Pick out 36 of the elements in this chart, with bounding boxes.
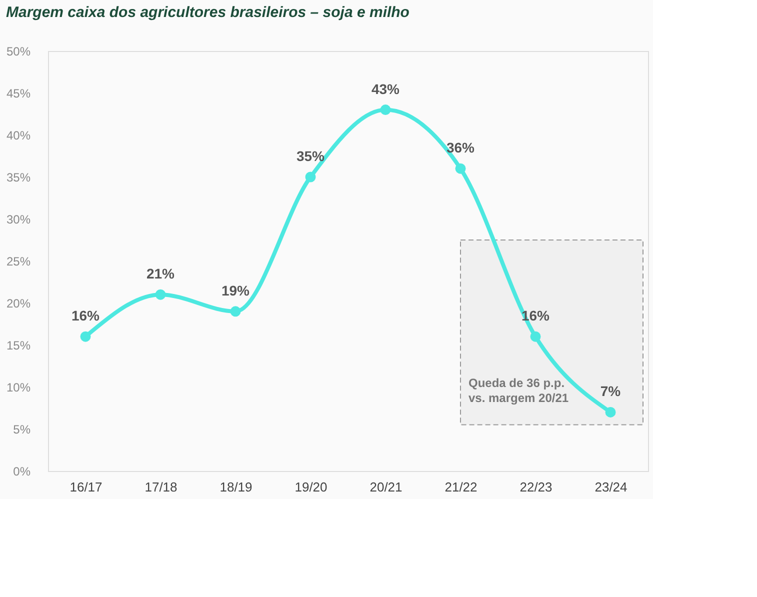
point <box>530 331 541 342</box>
text: 43% <box>371 80 400 97</box>
text: 35% <box>296 148 325 164</box>
text: 16% <box>71 308 100 324</box>
point <box>455 163 466 174</box>
x-tick-label: 19/20 <box>294 480 328 494</box>
x-tick-label: 20/21 <box>370 480 402 494</box>
y-tick-label: 20% <box>6 296 31 310</box>
y-tick-label: 5% <box>13 422 31 436</box>
x-tick-label: 18/19 <box>220 480 252 494</box>
band-label: Queda de 36 p.p. vs. margem 20/21 <box>468 376 569 405</box>
y-tick-label: 15% <box>6 338 31 352</box>
point <box>305 172 316 182</box>
point <box>80 331 91 342</box>
point <box>605 406 616 418</box>
text: 19% <box>221 282 250 298</box>
x-tick-label: 22/23 <box>520 480 552 494</box>
text: 7% <box>600 383 621 400</box>
y-tick-label: 10% <box>6 380 31 394</box>
y-tick-label: 35% <box>6 170 31 184</box>
y-tick-label: 25% <box>6 254 31 268</box>
y-tick-label: 45% <box>6 86 31 100</box>
chart-title: Margem caixa dos agricultores brasileiros – soja e milho <box>6 4 410 21</box>
x-tick-label: 21/22 <box>444 480 478 494</box>
x-tick-label: 23/24 <box>594 480 628 494</box>
y-tick-label: 40% <box>6 128 31 142</box>
y-tick-label: 50% <box>6 44 31 58</box>
x-tick-label: 17/18 <box>144 480 178 494</box>
y-tick-label: 0% <box>13 464 31 478</box>
point <box>155 289 166 300</box>
text: 21% <box>146 266 175 282</box>
y-tick-label: 30% <box>6 212 31 226</box>
point <box>230 306 241 317</box>
text: 36% <box>446 140 475 156</box>
x-tick-label: 16/17 <box>70 480 102 494</box>
point <box>380 104 391 116</box>
